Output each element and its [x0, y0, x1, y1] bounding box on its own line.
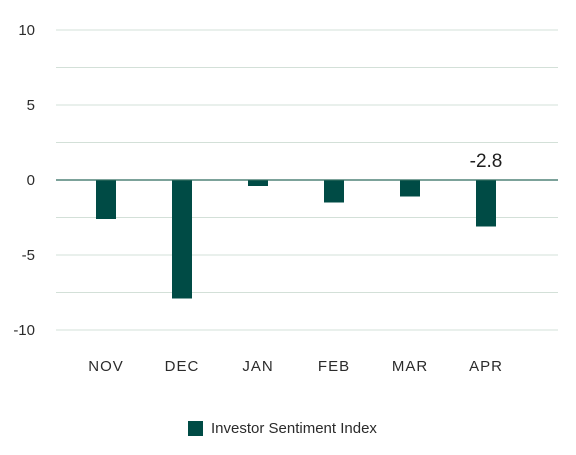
legend: Investor Sentiment Index: [188, 420, 377, 437]
bar: [172, 180, 192, 299]
bar: [96, 180, 116, 219]
y-axis-ticks: 10 5 0 -5 -10: [13, 22, 35, 339]
bar: [324, 180, 344, 203]
bar-chart: 10 5 0 -5 -10 NOV DEC JAN FEB MAR APR -2.8: [13, 22, 558, 375]
legend-swatch: [188, 421, 203, 436]
data-label: -2.8: [470, 151, 503, 172]
y-tick-label: 5: [27, 97, 35, 114]
grid-lines: [56, 29, 558, 331]
legend-label: Investor Sentiment Index: [211, 420, 377, 437]
bars: [96, 180, 496, 299]
bar: [400, 180, 420, 197]
y-tick-label: 0: [27, 172, 35, 189]
x-tick-label: FEB: [318, 358, 350, 375]
x-tick-label: APR: [469, 358, 503, 375]
annotations: -2.8: [470, 151, 503, 172]
x-tick-label: MAR: [392, 358, 428, 375]
x-axis-labels: NOV DEC JAN FEB MAR APR: [88, 358, 503, 375]
x-tick-label: DEC: [165, 358, 200, 375]
x-tick-label: JAN: [242, 358, 273, 375]
y-tick-label: -10: [13, 322, 35, 339]
y-tick-label: -5: [22, 247, 35, 264]
x-tick-label: NOV: [88, 358, 124, 375]
bar: [476, 180, 496, 227]
bar: [248, 180, 268, 186]
y-tick-label: 10: [18, 22, 35, 39]
